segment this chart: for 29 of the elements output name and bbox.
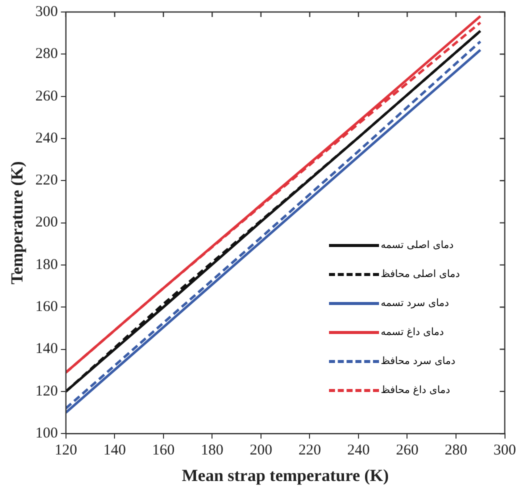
x-tick-label: 120 bbox=[54, 442, 78, 459]
x-tick-label: 240 bbox=[347, 442, 370, 459]
y-tick-label: 160 bbox=[35, 299, 58, 316]
x-axis-title: Mean strap temperature (K) bbox=[182, 466, 389, 486]
x-tick-label: 300 bbox=[494, 442, 516, 459]
y-tick-label: 260 bbox=[35, 88, 58, 104]
legend-label: دمای سرد تسمه bbox=[380, 298, 449, 310]
x-tick-label: 140 bbox=[103, 442, 126, 459]
x-tick-label: 260 bbox=[396, 442, 418, 459]
legend-label: دمای داغ تسمه bbox=[380, 327, 444, 338]
y-tick-label: 280 bbox=[35, 46, 58, 62]
x-tick-label: 180 bbox=[200, 442, 224, 459]
legend-label: دمای اصلی محافظ bbox=[380, 269, 460, 280]
y-tick-label: 120 bbox=[35, 383, 58, 400]
y-tick-label: 180 bbox=[35, 256, 58, 273]
x-tick-label: 160 bbox=[152, 442, 175, 459]
x-tick-label: 200 bbox=[250, 442, 272, 459]
y-tick-label: 240 bbox=[35, 130, 58, 146]
y-tick-label: 220 bbox=[35, 172, 58, 189]
legend-label: دمای داغ محافظ bbox=[380, 385, 450, 396]
x-tick-label: 280 bbox=[444, 442, 468, 459]
legend-label: دمای سرد محافظ bbox=[380, 356, 456, 368]
y-axis-title: Temperature (K) bbox=[8, 161, 27, 284]
y-tick-label: 200 bbox=[35, 214, 58, 231]
y-tick-label: 300 bbox=[35, 4, 58, 20]
y-tick-label: 140 bbox=[35, 341, 58, 358]
y-tick-label: 100 bbox=[35, 426, 58, 442]
x-tick-label: 220 bbox=[298, 442, 321, 459]
legend-label: دمای اصلی تسمه bbox=[380, 240, 454, 252]
